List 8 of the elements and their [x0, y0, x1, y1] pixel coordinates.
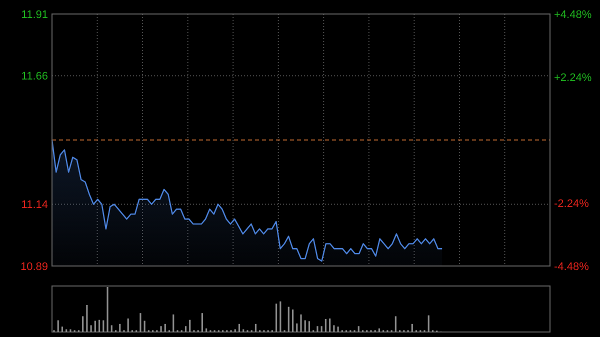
y-tick-label: 11.66 — [21, 70, 48, 83]
y2-tick-label: +4.48% — [554, 8, 592, 21]
y-tick-label: 11.14 — [21, 199, 48, 212]
y-tick-label: 10.89 — [20, 260, 48, 273]
y2-tick-label: -4.48% — [554, 260, 590, 273]
y2-tick-label: +2.24% — [554, 72, 592, 84]
y-tick-label: 11.91 — [21, 8, 48, 21]
y2-tick-label: -2.24% — [554, 198, 590, 210]
